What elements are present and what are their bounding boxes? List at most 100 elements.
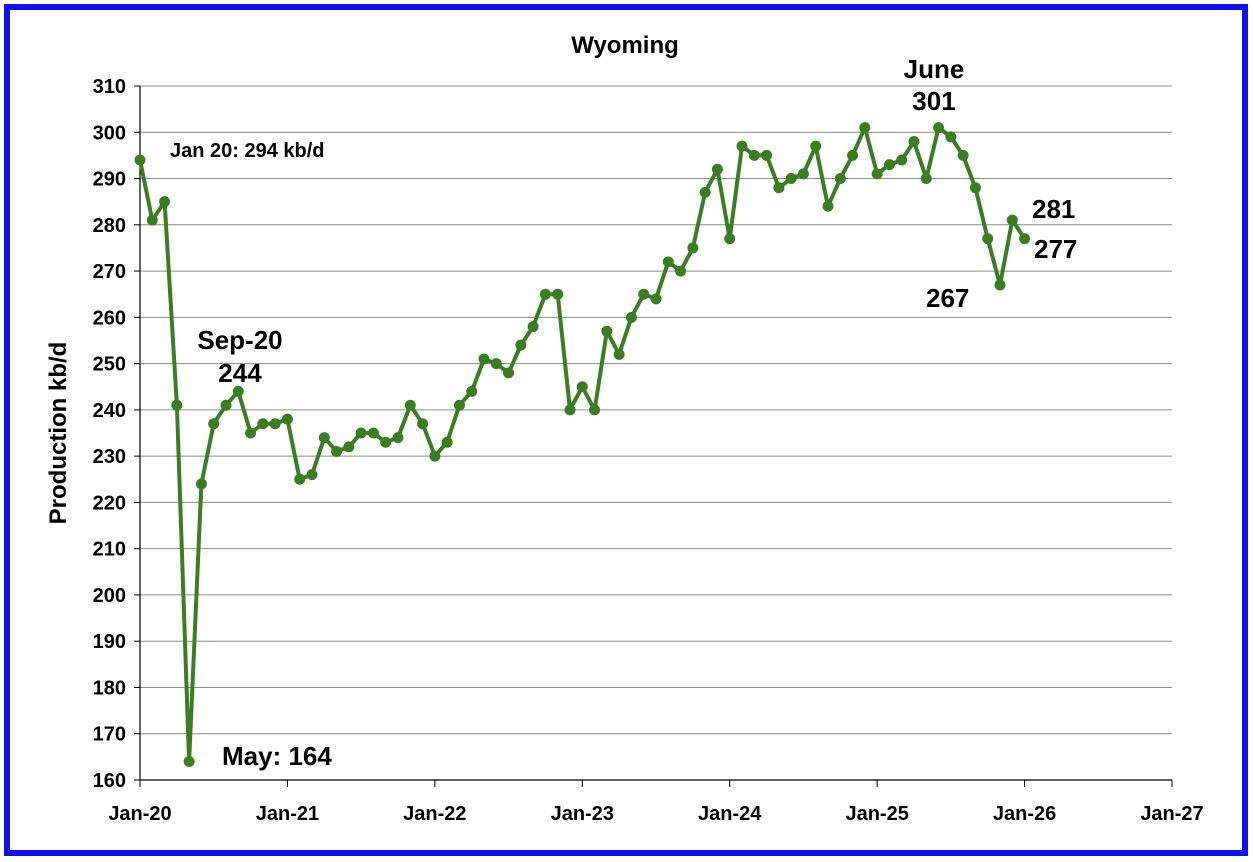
- x-tick-label: Jan-24: [698, 803, 762, 825]
- y-tick-label: 190: [93, 631, 126, 653]
- data-point: [343, 441, 355, 453]
- axes: [134, 85, 1173, 787]
- data-point: [355, 427, 367, 439]
- x-tick-labels: Jan-20 Jan-21 Jan-22 Jan-23 Jan-24 Jan-25 Jan-…: [108, 803, 1203, 825]
- x-tick-label: Jan-21: [256, 803, 319, 825]
- y-tick-label: 170: [93, 724, 126, 746]
- data-point: [490, 358, 502, 370]
- data-point: [527, 321, 539, 333]
- data-point: [982, 233, 994, 245]
- data-point: [822, 200, 834, 212]
- x-tick-label: Jan-23: [551, 803, 614, 825]
- y-tick-label: 160: [93, 770, 126, 792]
- data-point: [429, 450, 441, 462]
- x-tick-label: Jan-27: [1140, 803, 1203, 825]
- x-tick-label: Jan-20: [108, 803, 171, 825]
- data-point: [638, 288, 650, 300]
- data-point: [441, 436, 453, 448]
- data-point: [281, 413, 293, 425]
- data-point: [834, 173, 846, 185]
- data-point: [662, 256, 674, 268]
- data-point: [318, 432, 330, 444]
- data-point: [785, 173, 797, 185]
- data-point: [195, 478, 207, 490]
- y-tick-label: 290: [93, 169, 126, 191]
- y-tick-label: 270: [93, 261, 126, 283]
- data-point: [650, 293, 662, 305]
- data-point: [380, 436, 392, 448]
- data-point: [883, 159, 895, 171]
- data-point: [417, 418, 429, 430]
- y-tick-label: 260: [93, 307, 126, 329]
- annotations: Jan 20: 294 kb/d Sep-20 244 May: 164 Jun…: [170, 54, 1077, 771]
- data-point: [220, 399, 232, 411]
- data-point: [920, 173, 932, 185]
- data-point: [871, 168, 883, 180]
- series-line: [138, 125, 1027, 764]
- annotation-june: June: [904, 54, 965, 84]
- data-point: [969, 182, 981, 194]
- series-group: [134, 122, 1031, 767]
- data-point: [859, 122, 871, 134]
- data-point: [257, 418, 269, 430]
- data-point: [171, 399, 183, 411]
- data-point: [589, 404, 601, 416]
- y-tick-label: 230: [93, 446, 126, 468]
- data-point: [773, 182, 785, 194]
- x-tick-label: Jan-26: [993, 803, 1056, 825]
- data-point: [896, 154, 908, 166]
- data-point: [269, 418, 281, 430]
- annotation-sep20: Sep-20: [197, 325, 282, 355]
- data-point: [294, 473, 306, 485]
- y-tick-label: 200: [93, 585, 126, 607]
- data-point: [552, 288, 564, 300]
- data-point: [503, 367, 515, 379]
- data-point: [711, 163, 723, 175]
- data-point: [687, 242, 699, 254]
- annotation-sep20-value: 244: [218, 358, 262, 388]
- data-point: [1006, 214, 1018, 226]
- data-point: [994, 279, 1006, 291]
- data-point: [699, 186, 711, 198]
- data-point: [466, 385, 478, 397]
- data-point: [847, 149, 859, 161]
- annotation-281: 281: [1032, 194, 1075, 224]
- data-point: [478, 353, 490, 365]
- data-point: [576, 381, 588, 393]
- data-point: [539, 288, 551, 300]
- data-point: [306, 469, 318, 481]
- annotation-may: May: 164: [222, 741, 332, 771]
- y-tick-label: 250: [93, 354, 126, 376]
- y-tick-label: 280: [93, 215, 126, 237]
- y-tick-label: 210: [93, 539, 126, 561]
- data-point: [367, 427, 379, 439]
- data-point: [1019, 233, 1031, 245]
- data-point: [564, 404, 576, 416]
- x-tick-label: Jan-22: [403, 803, 466, 825]
- annotation-jan20: Jan 20: 294 kb/d: [170, 140, 325, 162]
- data-point: [245, 427, 257, 439]
- annotation-june-value: 301: [912, 86, 955, 116]
- data-point: [810, 140, 822, 152]
- data-point: [404, 399, 416, 411]
- data-point: [183, 755, 195, 767]
- y-tick-label: 300: [93, 122, 126, 144]
- data-point: [761, 149, 773, 161]
- annotation-267: 267: [926, 283, 969, 313]
- chart-title: Wyoming: [571, 32, 679, 59]
- data-point: [159, 196, 171, 208]
- data-point: [134, 154, 146, 166]
- data-point: [613, 348, 625, 360]
- data-point: [748, 149, 760, 161]
- gridlines: [140, 85, 1172, 735]
- y-tick-label: 240: [93, 400, 126, 422]
- data-point: [453, 399, 465, 411]
- y-tick-label: 180: [93, 677, 126, 699]
- data-point: [232, 385, 244, 397]
- data-point: [736, 140, 748, 152]
- data-point: [724, 233, 736, 245]
- data-point: [146, 214, 158, 226]
- data-point: [675, 265, 687, 277]
- data-point: [945, 131, 957, 143]
